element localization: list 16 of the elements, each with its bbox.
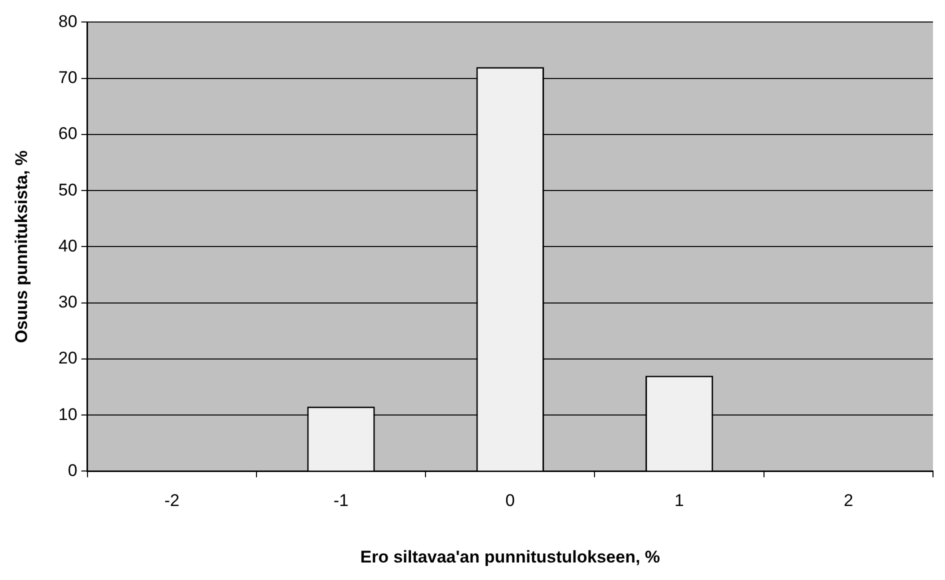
- y-tick-label: 70: [58, 68, 78, 88]
- y-tick-label: 50: [58, 180, 78, 200]
- y-tick-label: 20: [58, 348, 78, 368]
- y-tick-label: 0: [68, 460, 78, 480]
- y-tick-label: 60: [58, 124, 78, 144]
- x-tick-label: -2: [164, 491, 180, 510]
- y-axis-title: Osuus punnituksista, %: [12, 150, 31, 344]
- y-tick-label: 10: [58, 404, 78, 424]
- x-axis-title: Ero siltavaa'an punnitustulokseen, %: [360, 547, 660, 566]
- x-tick-label: 2: [844, 491, 854, 510]
- y-tick-label: 30: [58, 292, 78, 312]
- x-tick-label: 1: [674, 491, 684, 510]
- x-tick-label: 0: [505, 491, 515, 510]
- y-tick-label: 40: [58, 236, 78, 256]
- y-tick-label: 80: [58, 12, 78, 31]
- x-tick-label: -1: [333, 491, 349, 510]
